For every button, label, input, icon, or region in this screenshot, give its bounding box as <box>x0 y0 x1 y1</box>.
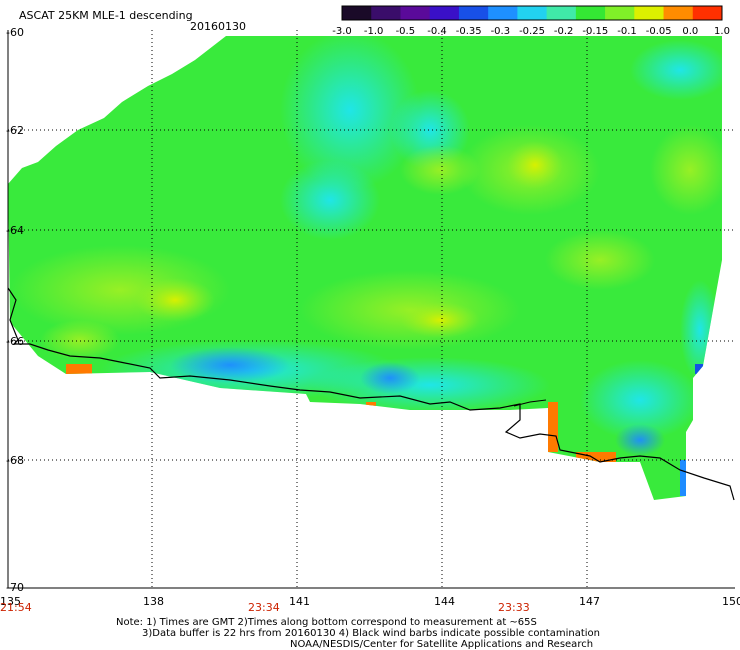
colorbar-tick-label: -0.3 <box>490 26 511 37</box>
colorbar-segment <box>517 6 548 20</box>
lon-label: 135 <box>0 595 21 608</box>
lon-label: 144 <box>434 595 455 608</box>
time-label: 23:34 <box>248 601 280 614</box>
lon-label: 138 <box>143 595 164 608</box>
colorbar-tick-label: 0.0 <box>682 26 699 37</box>
lon-label: 147 <box>579 595 600 608</box>
colorbar-tick-label: -0.35 <box>455 26 482 37</box>
lat-label: -70 <box>6 581 24 594</box>
time-label: 21:54 <box>0 601 32 614</box>
colorbar-segment <box>605 6 635 20</box>
colorbar-segment <box>575 6 606 20</box>
colorbar-segment <box>400 6 431 20</box>
colorbar-tick-label: -1.0 <box>363 26 384 37</box>
colorbar-tick-label: -0.1 <box>617 26 637 37</box>
colorbar-tick-label: -0.25 <box>519 26 545 37</box>
colorbar-segment <box>371 6 401 20</box>
graticule <box>8 30 735 588</box>
lat-label: -64 <box>6 224 24 237</box>
note-line-2: 3)Data buffer is 22 hrs from 20160130 4)… <box>142 628 600 639</box>
coastline <box>7 287 735 501</box>
colorbar-tick-label: -0.05 <box>645 26 672 37</box>
wind-swath <box>8 36 722 500</box>
colorbar-tick-label: -0.2 <box>553 26 574 37</box>
colorbar-tick-label: -0.4 <box>427 26 447 37</box>
colorbar-tick-label: 1.0 <box>714 26 730 37</box>
lat-label: -62 <box>6 124 24 137</box>
colorbar-segment <box>429 6 460 20</box>
colorbar-segment <box>546 6 577 20</box>
note-line-3: NOAA/NESDIS/Center for Satellite Applica… <box>290 639 594 650</box>
colorbar-tick-label: -0.5 <box>395 26 416 37</box>
colorbar-tick-label: -0.15 <box>582 26 609 37</box>
colorbar-segment <box>663 6 694 20</box>
colorbar-segment <box>634 6 665 20</box>
colorbar-tick-label: -3.0 <box>332 26 352 37</box>
lon-label: 141 <box>289 595 310 608</box>
lat-label: -68 <box>6 454 24 467</box>
colorbar <box>341 5 723 21</box>
colorbar-frame <box>341 5 723 21</box>
colorbar-segment <box>692 6 723 20</box>
lat-label: -60 <box>6 26 24 39</box>
colorbar-segment <box>488 6 518 20</box>
note-line-1: Note: 1) Times are GMT 2)Times along bot… <box>116 617 537 628</box>
lat-label: -66 <box>6 335 24 348</box>
product-title: ASCAT 25KM MLE-1 descending <box>19 9 193 22</box>
colorbar-segment <box>458 6 489 20</box>
colorbar-segment <box>342 6 372 20</box>
lon-label: 150 <box>722 595 740 608</box>
date-label: 20160130 <box>190 20 246 33</box>
time-label: 23:33 <box>498 601 530 614</box>
